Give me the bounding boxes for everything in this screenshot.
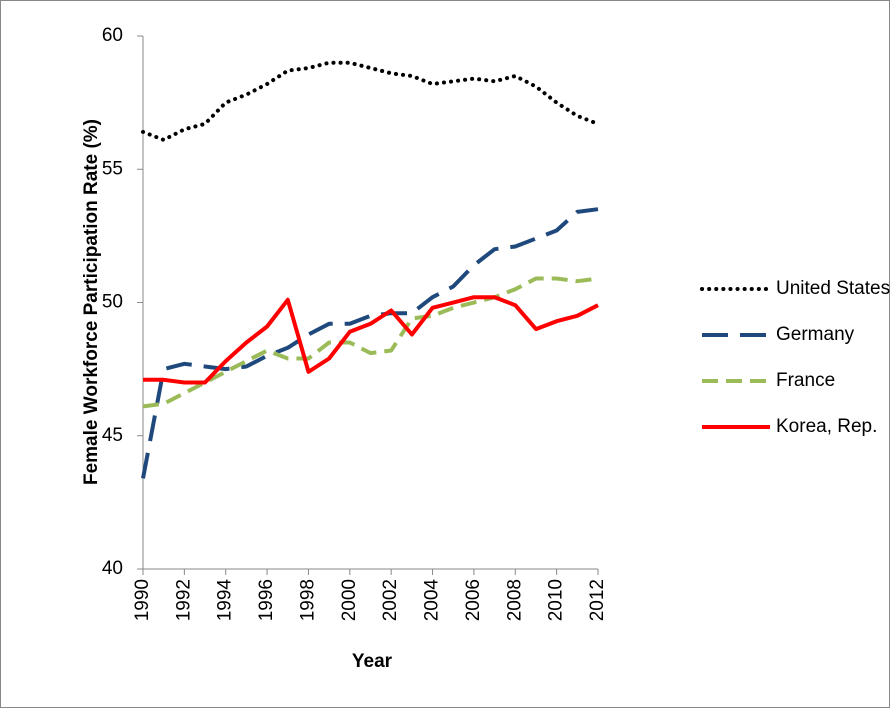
x-tick-label: 1998 [297,579,318,621]
x-tick-label: 2006 [463,579,484,621]
x-tick-label: 2008 [504,579,525,621]
y-tick-label: 40 [102,558,123,579]
x-tick-label: 2002 [380,579,401,621]
legend-label: France [776,370,835,391]
x-tick-label: 1994 [215,579,236,622]
x-axis-title: Year [352,651,393,672]
x-tick-label: 2004 [422,579,443,622]
legend-label: United States [776,278,890,299]
y-tick-label: 50 [102,292,123,313]
series-line [143,295,599,385]
x-tick-label: 1992 [173,579,194,621]
legend-label: Germany [776,324,855,345]
y-axis-title: Female Workforce Participation Rate (%) [81,119,102,485]
x-tick-label: 2000 [339,579,360,621]
legend-label: Korea, Rep. [776,416,877,437]
x-tick-label: 1990 [132,579,153,621]
series-line [141,60,600,142]
x-tick-label: 2010 [546,579,567,621]
y-tick-label: 45 [102,425,123,446]
x-tick-label: 2012 [587,579,608,621]
x-tick-label: 1996 [256,579,277,621]
series-line [142,276,599,409]
y-tick-label: 60 [102,25,123,46]
y-tick-label: 55 [102,158,123,179]
